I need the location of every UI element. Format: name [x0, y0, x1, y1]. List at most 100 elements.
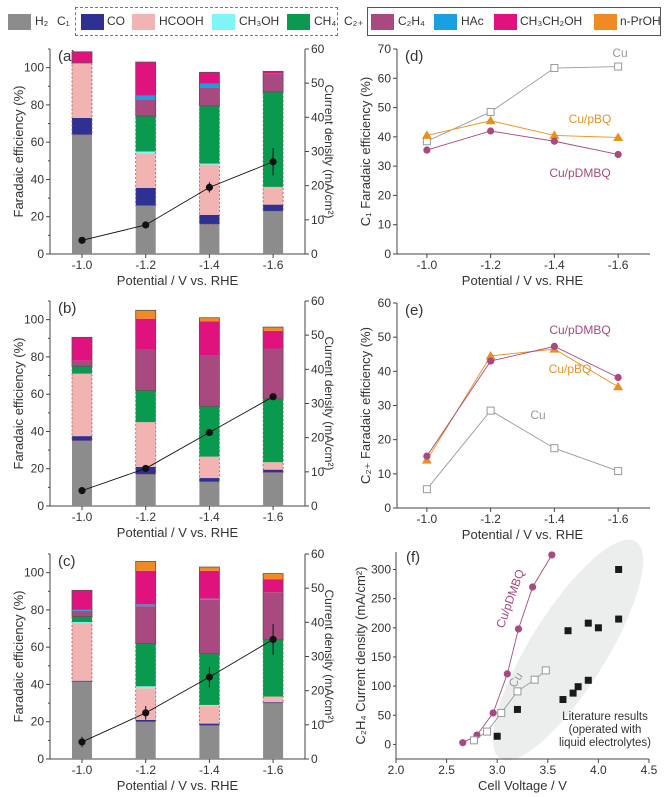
y-tick-label: 200: [371, 621, 391, 635]
bar-segment: [72, 622, 92, 681]
legend-label-ch4: CH₄: [314, 14, 337, 28]
marker-circle: [487, 127, 495, 135]
marker-filled-square: [615, 565, 623, 573]
c2-group-outline: [71, 51, 93, 64]
bar-segment: [199, 481, 220, 506]
y-tick-label: 80: [31, 350, 45, 364]
bar-segment: [135, 62, 156, 96]
marker-open-square: [550, 64, 559, 73]
current-density-line: [81, 639, 274, 743]
legend-swatch-co: [81, 14, 104, 30]
marker-filled-square: [513, 705, 521, 713]
y2-tick-label: 20: [311, 179, 325, 193]
bar-segment: [135, 187, 156, 206]
bar-segment: [199, 355, 220, 407]
series-line: [426, 410, 619, 490]
x-tick-label: -1.4: [199, 763, 220, 777]
x-tick-label: 4.5: [641, 763, 658, 777]
y2-tick-label: 0: [311, 247, 318, 261]
y-axis-label: Faradaic efficiency (%): [11, 591, 26, 723]
scatter-panel-f: 0 50 100 150 200 250 300 2.0 2.5 3.0 3.5 4.0 4.5 Cell…: [353, 539, 658, 793]
y-tick-label: 0: [384, 737, 391, 751]
marker-circle: [514, 625, 523, 633]
current-density-point: [205, 183, 213, 191]
marker-circle: [550, 137, 558, 145]
legend-group-c2-label: C₂₊: [344, 14, 364, 28]
y-tick-label: 20: [378, 433, 392, 447]
bar-segment: [263, 469, 284, 473]
bar-segment: [135, 390, 156, 423]
bar-segment: [135, 686, 156, 689]
bar-segment: [135, 153, 156, 188]
bar-segment: [263, 330, 284, 349]
panel-label: (e): [405, 302, 423, 319]
series-label: Cu/pBQ: [549, 362, 592, 376]
bar-segment: [263, 639, 284, 697]
y-tick-label: 0: [384, 501, 391, 515]
legend-swatch-ch4: [287, 14, 310, 30]
literature-annotation: (operated with: [569, 724, 642, 736]
literature-annotation: Literature results: [562, 711, 648, 723]
legend-group-c2-box: [367, 7, 661, 36]
bar-segment: [135, 561, 156, 571]
x-tick-label: -1.4: [544, 258, 565, 272]
y-tick-label: 30: [378, 159, 392, 173]
marker-circle: [614, 150, 622, 159]
legend-group-c1-label: C₁: [57, 14, 70, 28]
marker-circle: [548, 551, 556, 559]
panel-label: (d): [405, 48, 423, 65]
bar-panel-c: 0 20 40 60 80 100 0 10 20 30 40 50 60 -1.0 -1.2 -1.4 -1.…: [11, 547, 336, 793]
marker-circle: [459, 739, 467, 747]
bar-segment: [72, 680, 92, 682]
bar-segment: [72, 609, 92, 611]
bar-segment: [135, 151, 156, 154]
y2-tick-label: 50: [311, 76, 325, 90]
y-tick-label: 80: [31, 603, 45, 617]
bar-segment: [263, 327, 284, 331]
marker-triangle: [613, 132, 624, 141]
bar-segment: [199, 704, 220, 706]
y-tick-label: 100: [24, 61, 44, 75]
bar-segment: [199, 599, 220, 654]
y-tick-label: 250: [371, 592, 391, 606]
x-tick-label: -1.6: [608, 512, 629, 526]
c2-group-outline: [135, 61, 157, 117]
marker-filled-square: [594, 624, 602, 632]
marker-circle: [487, 357, 495, 365]
series-label: Cu/pDMBQ: [493, 567, 527, 629]
x-tick-label: 2.0: [388, 763, 405, 777]
series-line: [426, 130, 619, 155]
y-axis-label: C₁ Faradaic efficiency (%): [358, 77, 373, 226]
x-tick-label: -1.0: [72, 510, 93, 524]
series-label: Cu: [612, 46, 627, 60]
y-tick-label: 150: [371, 650, 391, 664]
bar-segment: [72, 590, 92, 610]
x-axis-label: Potential / V vs. RHE: [462, 273, 584, 288]
bar-segment: [135, 721, 156, 759]
bar-segment: [263, 91, 284, 187]
bar-segment: [199, 105, 220, 164]
y-tick-label: 40: [31, 677, 45, 691]
c2-group-outline: [71, 336, 93, 367]
bar-segment: [263, 592, 284, 640]
y-tick-label: 60: [31, 135, 45, 149]
bar-segment: [72, 134, 92, 254]
legend-label-ethanol: CH₃CH₂OH: [520, 14, 583, 28]
line-panel-d: 0 10 20 30 40 50 60 70 -1.0 -1.2 -1.4 -1.6 Potential…: [358, 42, 650, 288]
bar-segment: [135, 95, 156, 100]
marker-open-square: [614, 62, 623, 71]
bar-segment: [199, 723, 220, 726]
y2-tick-label: 30: [311, 145, 325, 159]
bar-segment: [199, 87, 220, 106]
marker-filled-square: [493, 732, 501, 740]
marker-open-square: [422, 485, 431, 494]
y-tick-label: 0: [384, 247, 391, 261]
bar-segment: [199, 214, 220, 225]
y2-tick-label: 0: [311, 499, 318, 513]
c2-group-outline: [135, 561, 157, 644]
bar-segment: [72, 610, 92, 617]
legend-label-hcooh: HCOOH: [159, 14, 204, 28]
current-density-point: [78, 738, 86, 746]
bar-segment: [263, 211, 284, 254]
c2-group-outline: [71, 589, 93, 617]
